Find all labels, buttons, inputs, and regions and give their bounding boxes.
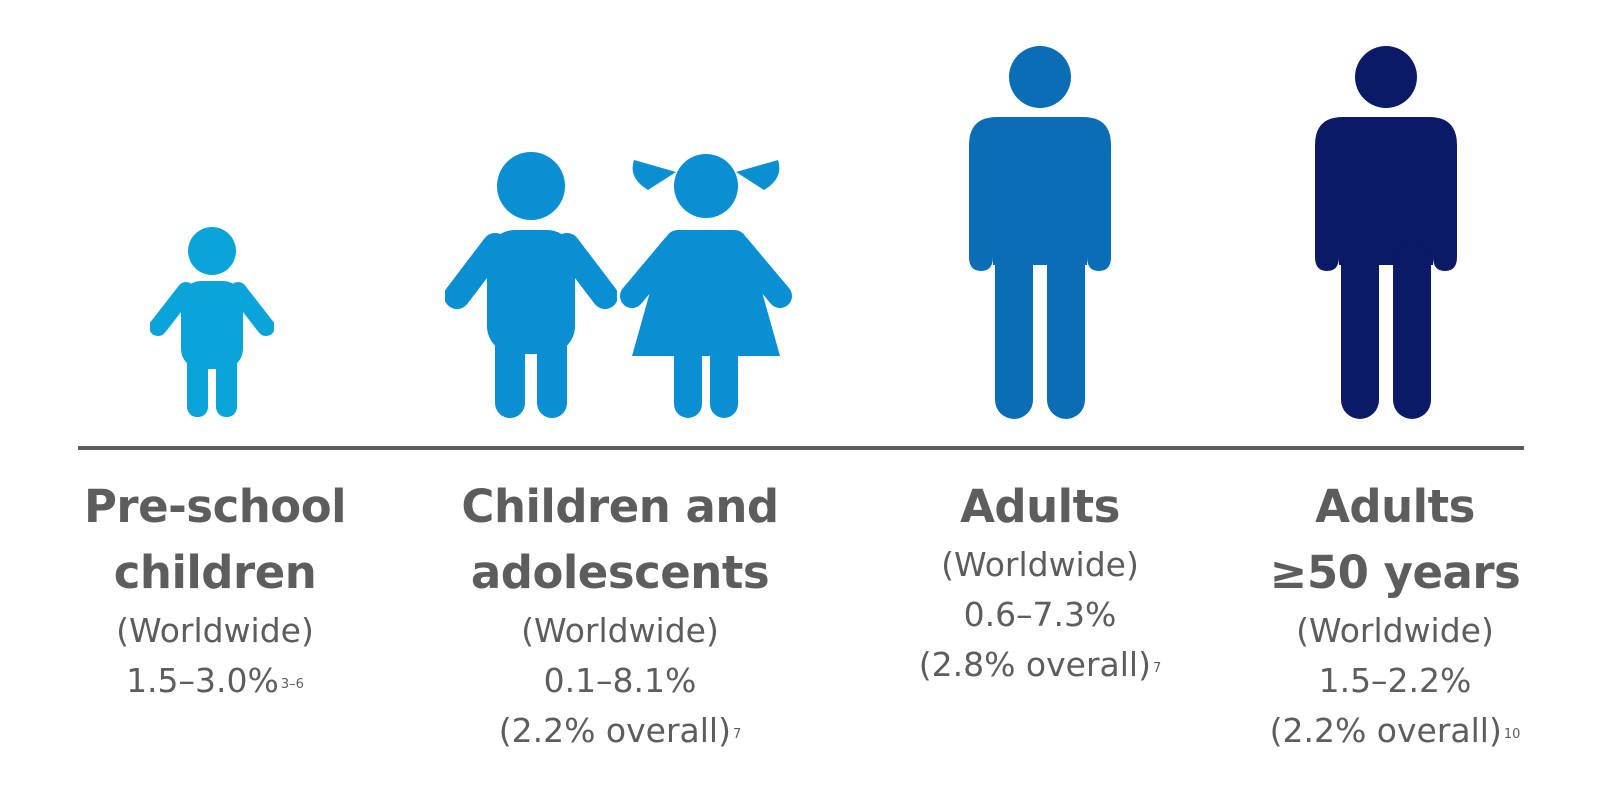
- group-preschool: Pre-school children (Worldwide) 1.5–3.0%…: [55, 474, 375, 706]
- group-title-line: children: [113, 546, 317, 599]
- boy-icon: [445, 152, 617, 418]
- group-adults-50-plus: Adults ≥50 years (Worldwide) 1.5–2.2% (2…: [1225, 474, 1565, 756]
- group-range: 0.1–8.1%: [543, 661, 697, 700]
- group-region: (Worldwide): [941, 545, 1139, 584]
- baseline-divider: [78, 446, 1524, 450]
- group-range: 0.6–7.3%: [963, 595, 1117, 634]
- group-title-line: Adults: [1315, 480, 1475, 533]
- reference-superscript: 10: [1503, 727, 1521, 742]
- group-title-line: adolescents: [470, 546, 770, 599]
- group-region: (Worldwide): [116, 611, 314, 650]
- group-title-line: ≥50 years: [1269, 546, 1521, 599]
- group-overall: (2.2% overall) 7: [498, 711, 742, 750]
- group-title-line: Adults: [960, 480, 1120, 533]
- preschool-child-icon: [150, 227, 274, 417]
- group-adults: Adults (Worldwide) 0.6–7.3% (2.8% overal…: [880, 474, 1200, 690]
- reference-superscript: 7: [1152, 661, 1162, 676]
- group-title-line: Pre-school: [83, 480, 347, 533]
- adult-icon: [969, 46, 1111, 419]
- reference-superscript: 7: [732, 727, 742, 742]
- group-region: (Worldwide): [1296, 611, 1494, 650]
- group-range: 1.5–3.0% 3–6: [126, 661, 304, 700]
- group-overall: (2.8% overall) 7: [918, 645, 1162, 684]
- girl-icon: [620, 154, 792, 418]
- reference-superscript: 3–6: [280, 677, 304, 692]
- adult-50-plus-icon: [1315, 46, 1457, 419]
- group-title-line: Children and: [461, 480, 779, 533]
- group-region: (Worldwide): [521, 611, 719, 650]
- group-range: 1.5–2.2%: [1318, 661, 1472, 700]
- group-children-adolescents: Children and adolescents (Worldwide) 0.1…: [440, 474, 800, 756]
- group-overall: (2.2% overall) 10: [1269, 711, 1521, 750]
